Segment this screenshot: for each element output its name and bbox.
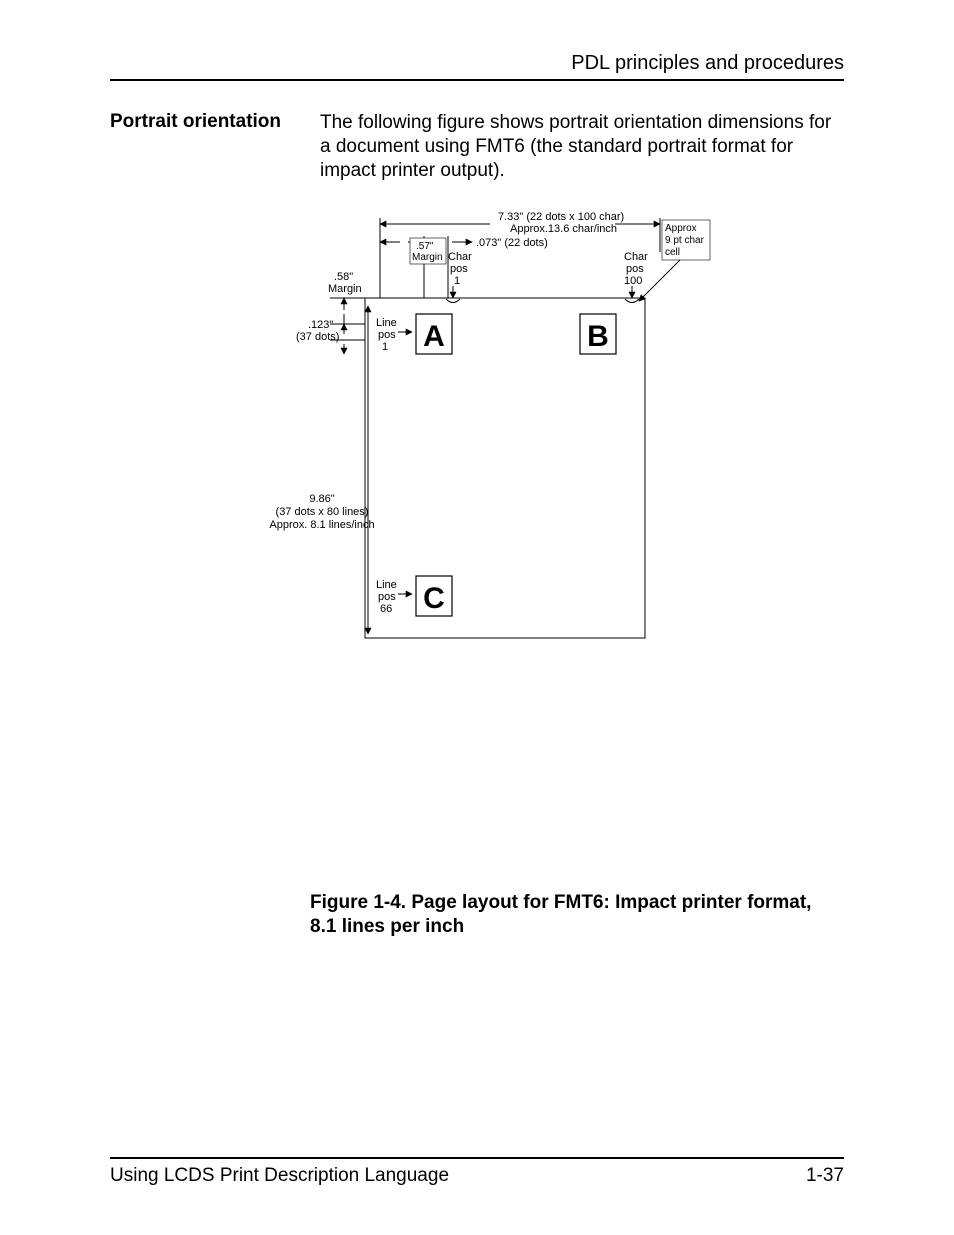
ls123-l2: (37 dots) xyxy=(296,331,339,343)
m57-l1: .57" xyxy=(416,241,434,252)
lp66-l3: 66 xyxy=(380,603,392,615)
lp66-l2: pos xyxy=(378,591,396,603)
cp100-l2: pos xyxy=(626,263,644,275)
side-label: Portrait orientation xyxy=(110,111,300,133)
cp100-l1: Char xyxy=(624,251,648,263)
m58-l2: Margin xyxy=(328,283,362,295)
diagram: 7.33" (22 dots x 100 char) Approx.13.6 c… xyxy=(220,206,720,646)
footer-left: Using LCDS Print Description Language xyxy=(110,1165,449,1187)
lp1-l2: pos xyxy=(378,329,396,341)
m57-l2: Margin xyxy=(412,252,443,263)
lp1-l3: 1 xyxy=(382,341,388,353)
ls123-l1: .123" xyxy=(308,319,333,331)
content-row: Portrait orientation The following figur… xyxy=(110,111,844,182)
cell-l2: 9 pt char xyxy=(665,235,705,246)
lp1-l1: Line xyxy=(376,317,397,329)
cp1-l2: pos xyxy=(450,263,468,275)
letter-a: A xyxy=(423,320,445,353)
header: PDL principles and procedures xyxy=(110,52,844,81)
letter-b: B xyxy=(587,320,609,353)
footer: Using LCDS Print Description Language 1-… xyxy=(110,1157,844,1187)
top-width-l1: 7.33" (22 dots x 100 char) xyxy=(498,211,624,223)
top-width-l2: Approx.13.6 char/inch xyxy=(510,223,617,235)
cp1-l1: Char xyxy=(448,251,472,263)
page-container: PDL principles and procedures Portrait o… xyxy=(0,0,954,1235)
letter-c: C xyxy=(423,582,445,615)
footer-right: 1-37 xyxy=(806,1165,844,1187)
h986-l1: 9.86" xyxy=(309,493,334,505)
cell-l3: cell xyxy=(665,247,680,258)
m58-l1: .58" xyxy=(334,271,353,283)
h986-l2: (37 dots x 80 lines) xyxy=(276,506,369,518)
section-title: PDL principles and procedures xyxy=(571,52,844,74)
cp1-l3: 1 xyxy=(454,275,460,287)
h986-l3: Approx. 8.1 lines/inch xyxy=(269,519,374,531)
cell-l1: Approx xyxy=(665,223,697,234)
cell-arrow xyxy=(639,260,680,301)
lp66-l1: Line xyxy=(376,579,397,591)
figure-caption: Figure 1-4. Page layout for FMT6: Impact… xyxy=(310,891,840,939)
cp100-l3: 100 xyxy=(624,275,642,287)
body-text: The following figure shows portrait orie… xyxy=(320,111,844,182)
char073-label: .073" (22 dots) xyxy=(476,237,548,249)
